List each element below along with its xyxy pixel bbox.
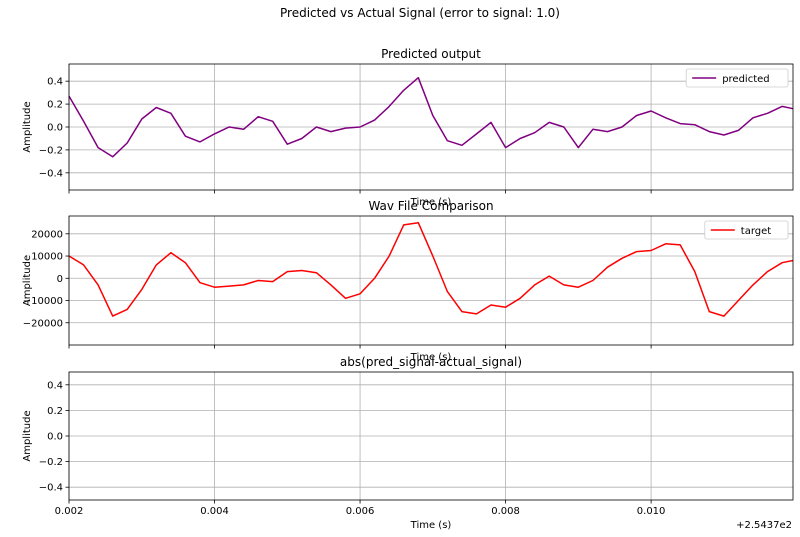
subplot-3: −0.4 −0.2 0.0 0.2 0.4 0.002 0.004 0.006 0.008 0.0… bbox=[22, 355, 794, 531]
x-axis-label: Time (s) bbox=[410, 197, 452, 208]
y-tick-label: 0.4 bbox=[47, 380, 63, 391]
x-tick-label: 0.010 bbox=[637, 506, 666, 517]
subplot-title: Predicted output bbox=[381, 47, 481, 61]
series-line-target bbox=[68, 221, 794, 317]
y-tick-label: −0.4 bbox=[39, 483, 63, 494]
y-tick-label: 20000 bbox=[31, 229, 63, 240]
y-tick-label: 0.2 bbox=[47, 100, 63, 111]
y-tick-label: −20000 bbox=[23, 318, 63, 329]
y-tick-label: 0.0 bbox=[47, 432, 63, 443]
y-axis-label: Amplitude bbox=[22, 410, 33, 461]
y-tick-label: −0.4 bbox=[39, 168, 63, 179]
subplot-1: −0.4 −0.2 0.0 0.2 0.4 Predicted output Time (s… bbox=[22, 47, 794, 208]
y-tick-label: 10000 bbox=[31, 252, 63, 263]
y-tick-label: 0.4 bbox=[47, 77, 63, 88]
x-tick-label: 0.004 bbox=[200, 506, 229, 517]
x-axis-label: Time (s) bbox=[410, 352, 452, 363]
legend-box bbox=[704, 220, 789, 240]
figure-suptitle: Predicted vs Actual Signal (error to sig… bbox=[280, 6, 560, 20]
x-axis-label: Time (s) bbox=[410, 520, 452, 531]
x-tick-label: 0.002 bbox=[55, 506, 84, 517]
legend-box bbox=[685, 68, 789, 88]
y-tick-label: −0.2 bbox=[39, 457, 63, 468]
legend: predicted bbox=[685, 68, 789, 88]
y-axis-label: Amplitude bbox=[22, 255, 33, 306]
subplot-title: abs(pred_signal-actual_signal) bbox=[340, 355, 522, 369]
axes-frame bbox=[68, 215, 794, 346]
legend-label: target bbox=[741, 226, 771, 237]
y-tick-label: 0.0 bbox=[47, 123, 63, 134]
y-tick-label: −0.2 bbox=[39, 145, 63, 156]
subplot-title: Wav File Comparison bbox=[368, 199, 493, 213]
y-tick-label: 0 bbox=[57, 274, 63, 285]
y-axis-label: Amplitude bbox=[22, 101, 33, 152]
x-tick-label: 0.006 bbox=[346, 506, 375, 517]
y-tick-label: −10000 bbox=[23, 296, 63, 307]
subplot-2: −20000 −10000 0 10000 20000 Wav File Comparis… bbox=[22, 199, 794, 363]
legend: target bbox=[704, 220, 789, 240]
series-line-predicted bbox=[68, 76, 794, 158]
x-offset-label: +2.5437e2 bbox=[736, 520, 792, 531]
y-tick-label: 0.2 bbox=[47, 406, 63, 417]
subplots: −0.4 −0.2 0.0 0.2 0.4 Predicted output Time (s… bbox=[22, 47, 794, 531]
x-tick-label: 0.008 bbox=[491, 506, 520, 517]
legend-label: predicted bbox=[722, 74, 769, 85]
